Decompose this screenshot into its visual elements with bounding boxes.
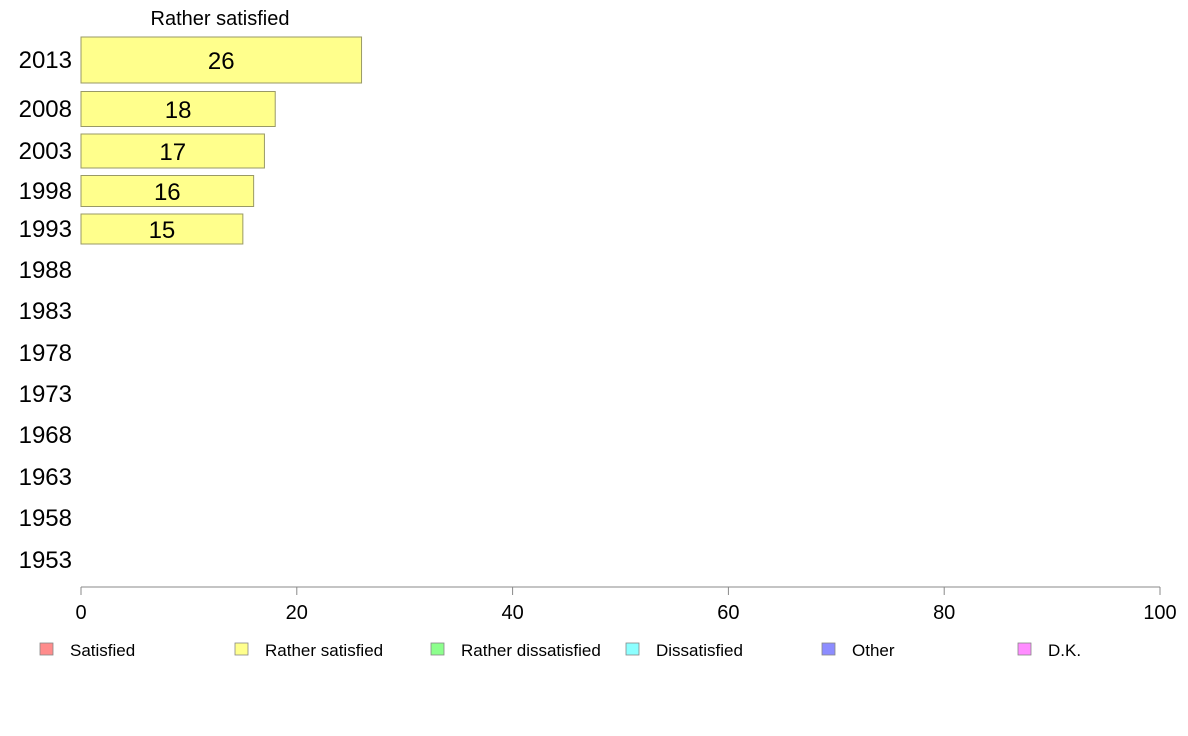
legend-swatch (1017, 642, 1032, 656)
bar-value-label: 17 (159, 139, 186, 166)
legend-label: Dissatisfied (656, 641, 743, 660)
legend-swatch (821, 642, 836, 656)
legend: Satisfied Rather satisfied Rather dissatis… (39, 641, 1081, 660)
x-tick-label: 80 (933, 602, 955, 624)
bar (80, 133, 265, 169)
bar (80, 36, 363, 84)
year-label: 2008 (19, 96, 72, 123)
year-labels-group: 2013 2008 2003 1998 1993 1988 1983 1978 1973 1968… (19, 47, 72, 574)
bar-value-label: 26 (208, 48, 235, 75)
year-label: 1993 (19, 216, 72, 243)
year-label: 1998 (19, 178, 72, 205)
bars-group: 26 18 17 16 15 (80, 36, 363, 245)
year-label: 1973 (19, 381, 72, 408)
bar (80, 213, 244, 245)
legend-label: Satisfied (70, 641, 135, 660)
legend-label: Rather satisfied (265, 641, 383, 660)
year-label: 1958 (19, 505, 72, 532)
bar (80, 175, 255, 207)
x-tick-label: 60 (717, 602, 739, 624)
year-label: 2013 (19, 47, 72, 74)
x-tick-label: 20 (286, 602, 308, 624)
bar-value-label: 16 (154, 179, 181, 206)
bar (80, 91, 276, 127)
year-label: 2003 (19, 138, 72, 165)
x-tick-label: 40 (501, 602, 523, 624)
series-title: Rather satisfied (151, 8, 290, 30)
legend-label: D.K. (1048, 641, 1081, 660)
legend-label: Other (852, 641, 895, 660)
year-label: 1983 (19, 298, 72, 325)
legend-label: Rather dissatisfied (461, 641, 601, 660)
x-tick-label: 100 (1143, 602, 1176, 624)
x-tick-label: 0 (75, 602, 86, 624)
legend-swatch (430, 642, 445, 656)
year-label: 1963 (19, 464, 72, 491)
legend-swatch (234, 642, 249, 656)
legend-swatch (39, 642, 54, 656)
year-label: 1968 (19, 422, 72, 449)
year-label: 1953 (19, 547, 72, 574)
x-axis: 0 20 40 60 80 100 (75, 586, 1177, 624)
bar-value-label: 15 (149, 217, 176, 244)
year-label: 1978 (19, 340, 72, 367)
year-label: 1988 (19, 257, 72, 284)
legend-swatch (625, 642, 640, 656)
bar-value-label: 18 (165, 97, 192, 124)
